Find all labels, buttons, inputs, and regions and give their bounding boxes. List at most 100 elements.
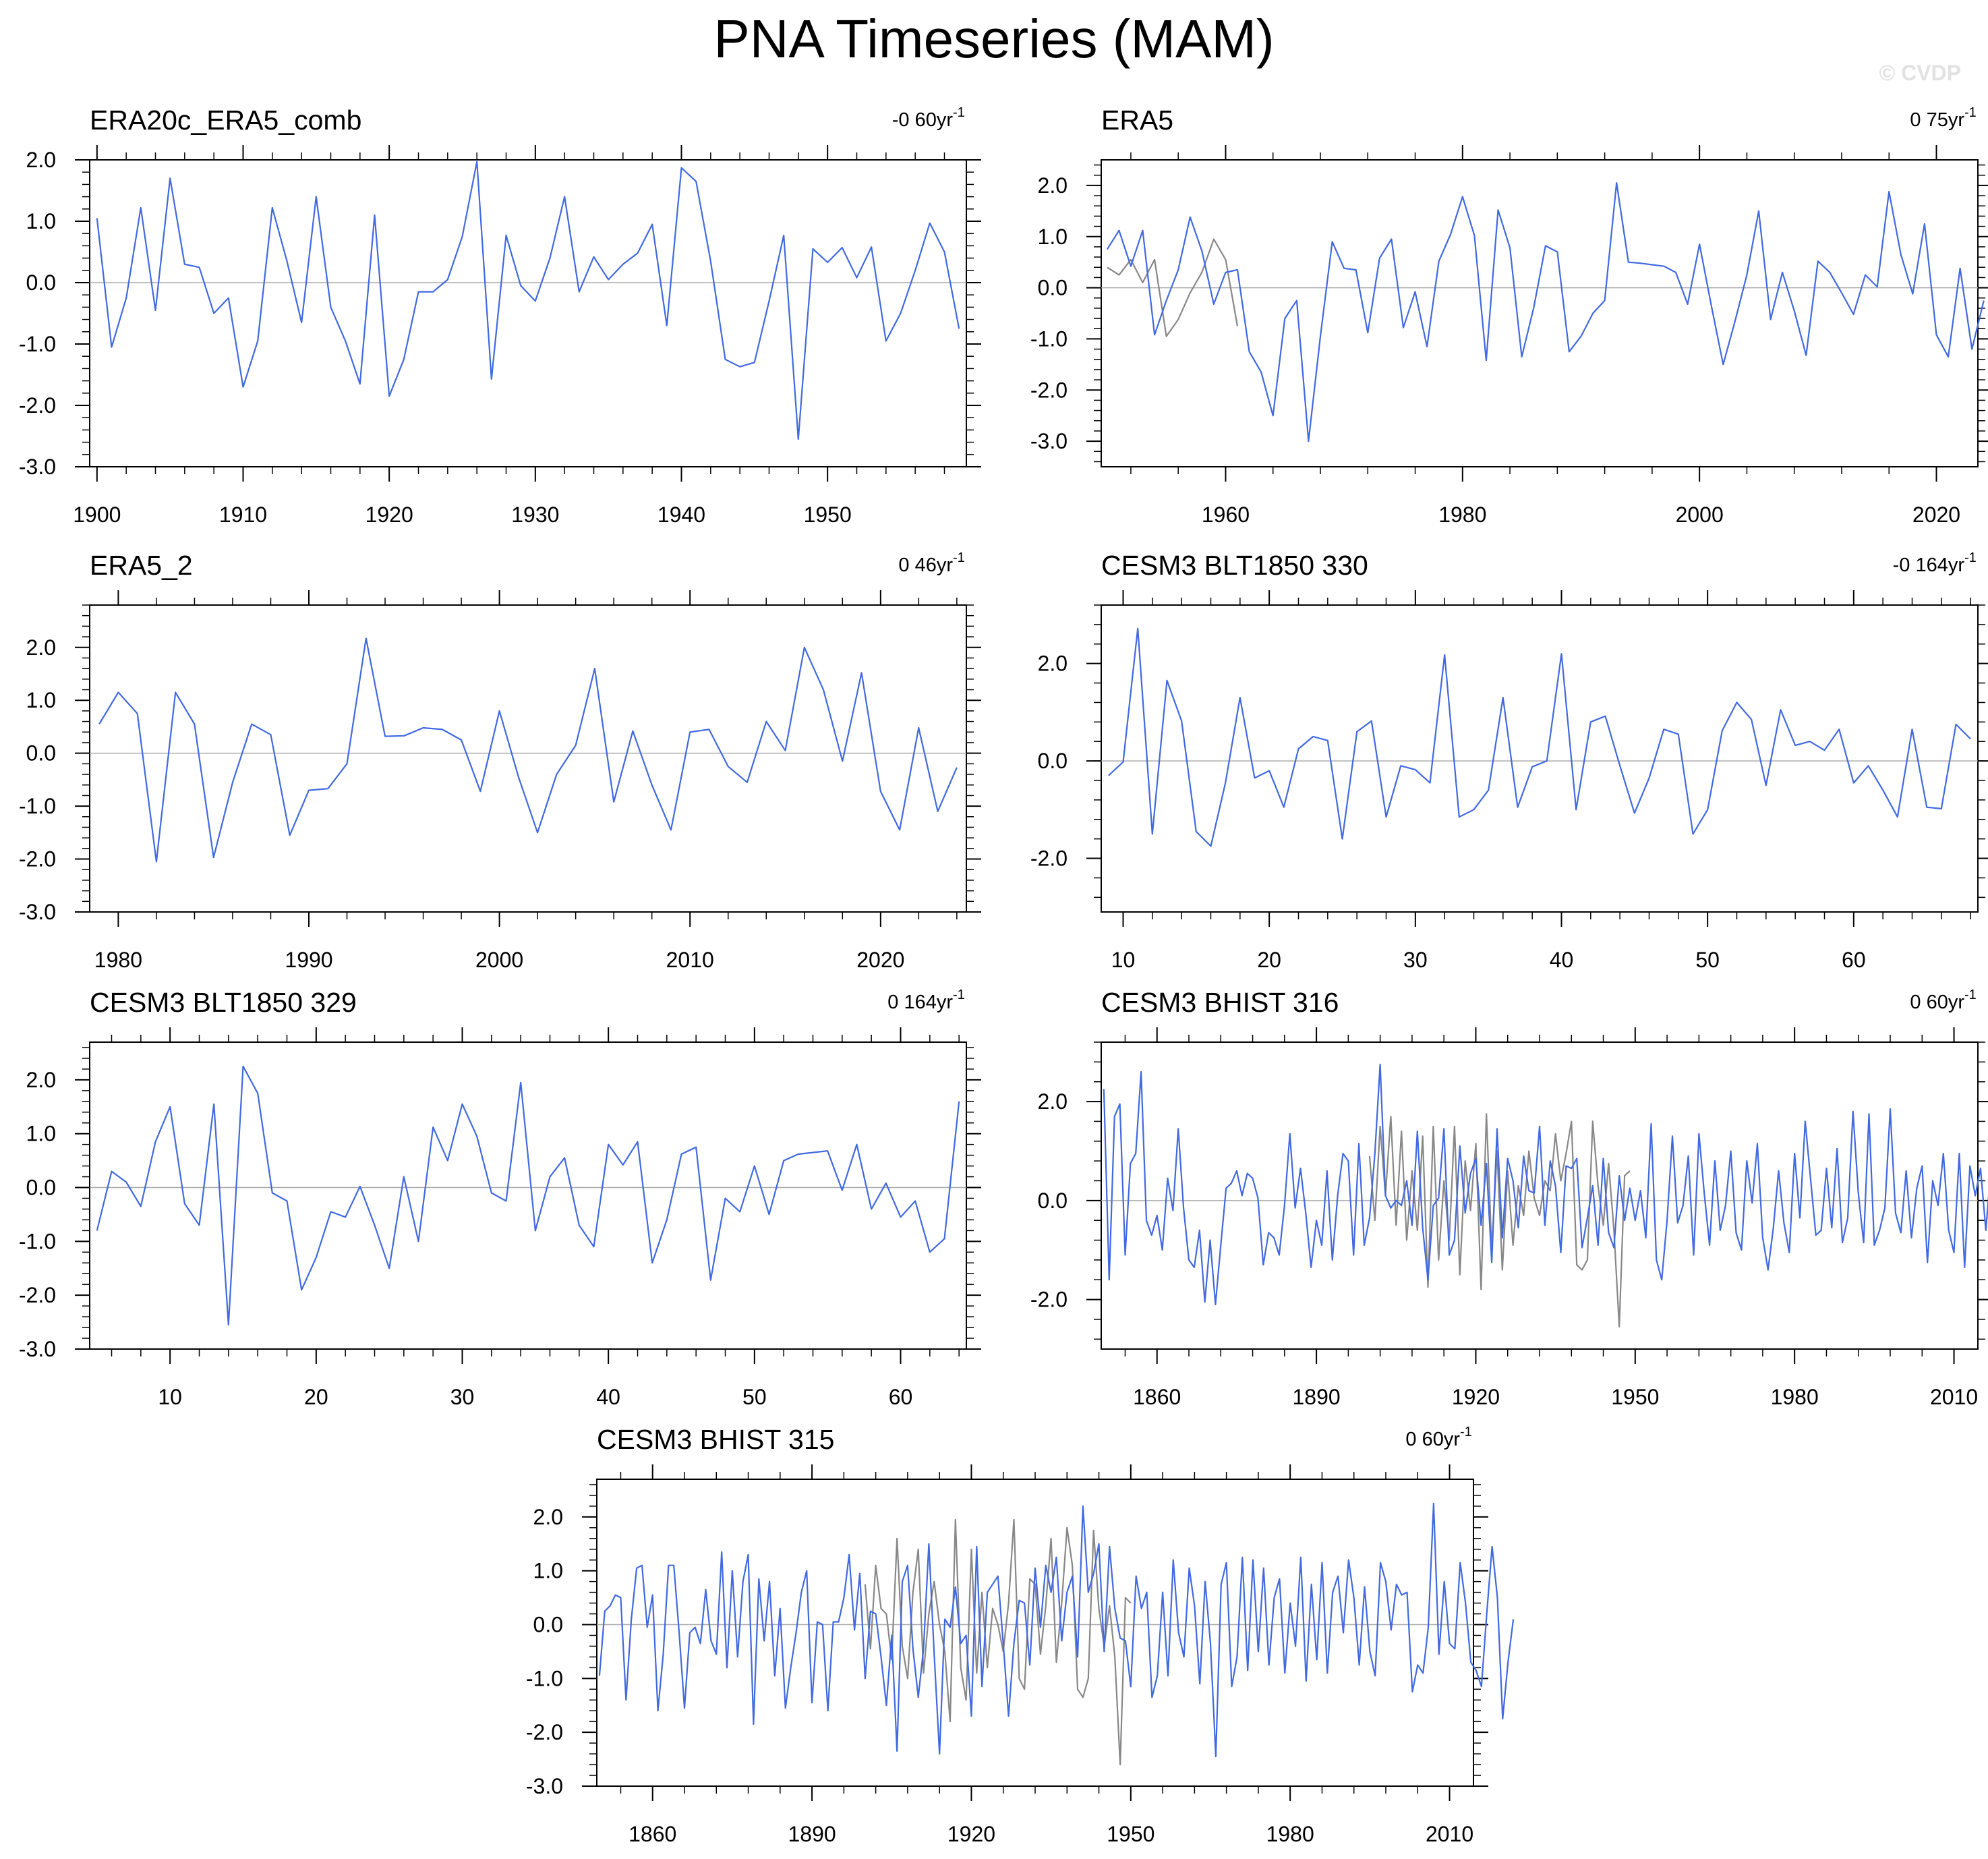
x-tick-label: 2000 <box>475 948 523 972</box>
series-line-pna <box>96 161 960 440</box>
panel-cesm3-bhist-316: CESM3 BHIST 316 0 60yr -1 2.0 0.0 -2.0 1860 189… <box>1030 987 1988 1409</box>
y-tick-label: -2.0 <box>19 393 56 418</box>
x-tick-label: 60 <box>889 1385 913 1409</box>
x-tick-label: 30 <box>1403 948 1428 972</box>
trend-exponent: -1 <box>1964 105 1977 120</box>
y-tick-label: -3.0 <box>19 900 56 924</box>
panel-cesm3-bhist-315: CESM3 BHIST 315 0 60yr -1 2.0 1.0 0.0 -1.0 -2.0… <box>526 1424 1515 1846</box>
panel-era20c-era5-comb: ERA20c_ERA5_comb -0 60yr -1 2.0 1.0 0.0 -1.0 -2… <box>19 105 981 527</box>
x-tick-label: 40 <box>596 1385 620 1409</box>
y-tick-label: -2.0 <box>19 1283 56 1307</box>
series-line-bhist-316 <box>1103 1063 1988 1306</box>
trend-label: -0 164yr <box>1893 554 1965 576</box>
x-tick-label: 1980 <box>1771 1385 1819 1409</box>
y-tick-label: 2.0 <box>1038 652 1068 676</box>
y-tick-label: 0.0 <box>1038 1189 1068 1213</box>
y-tick-label: -2.0 <box>526 1720 563 1744</box>
trend-exponent: -1 <box>1964 988 1977 1002</box>
x-tick-label: 2010 <box>666 948 714 972</box>
y-tick-label: 2.0 <box>533 1505 563 1529</box>
series-line-obs <box>864 1518 1132 1766</box>
series-line-pna <box>1108 627 1971 847</box>
x-tick-label: 2020 <box>1912 503 1960 527</box>
y-tick-label: -1.0 <box>19 332 56 356</box>
trend-label: 0 60yr <box>1405 1429 1460 1450</box>
y-tick-label: 1.0 <box>26 1122 56 1146</box>
plot-frame <box>89 1041 967 1350</box>
figure-title: PNA Timeseries (MAM) <box>713 9 1275 69</box>
y-tick-label: -1.0 <box>1030 326 1068 351</box>
x-tick-label: 2020 <box>856 948 904 972</box>
x-tick-label: 1960 <box>1202 503 1250 527</box>
y-tick-label: 1.0 <box>1038 225 1068 249</box>
y-tick-label: -1.0 <box>19 1229 56 1253</box>
trend-exponent: -1 <box>953 550 965 565</box>
y-tick-label: -2.0 <box>1030 378 1068 402</box>
trend-exponent: -1 <box>953 988 965 1002</box>
panel-era5-2: ERA5_2 0 46yr -1 2.0 1.0 0.0 -1.0 -2.0 -3.0 1980 1… <box>19 550 981 972</box>
x-tick-label: 10 <box>1111 948 1136 972</box>
y-tick-label: 0.0 <box>1038 749 1068 773</box>
x-tick-label: 1920 <box>947 1822 995 1846</box>
y-tick-label: 2.0 <box>1038 173 1068 198</box>
x-tick-label: 1950 <box>804 503 852 527</box>
y-tick-label: 0.0 <box>26 270 56 295</box>
x-tick-label: 40 <box>1550 948 1574 972</box>
y-tick-label: 2.0 <box>1038 1089 1068 1114</box>
series-line-era5 <box>1106 182 1985 442</box>
y-tick-label: -2.0 <box>1030 1288 1068 1312</box>
x-tick-label: 1910 <box>219 503 267 527</box>
y-tick-label: 0.0 <box>26 1176 56 1200</box>
y-tick-label: -3.0 <box>19 1337 56 1361</box>
y-tick-label: 0.0 <box>533 1613 563 1637</box>
series-line-pna <box>98 637 958 863</box>
x-tick-label: 1930 <box>511 503 559 527</box>
plot-frame <box>1101 159 1979 467</box>
series-line-pna <box>96 1065 960 1326</box>
y-tick-label: 1.0 <box>533 1559 563 1583</box>
series-line-obs <box>1368 1113 1631 1328</box>
plot-frame <box>89 604 967 913</box>
x-tick-label: 1940 <box>657 503 705 527</box>
x-tick-label: 30 <box>450 1385 475 1409</box>
trend-label: 0 46yr <box>898 554 953 576</box>
x-tick-label: 20 <box>304 1385 328 1409</box>
x-tick-label: 2010 <box>1426 1822 1473 1846</box>
x-tick-label: 1980 <box>1266 1822 1314 1846</box>
x-tick-label: 1920 <box>366 503 413 527</box>
panel-title: ERA5_2 <box>90 550 193 581</box>
y-tick-label: -2.0 <box>1030 847 1068 871</box>
cvdp-watermark: © CVDP <box>1879 61 1961 85</box>
trend-label: 0 164yr <box>887 992 953 1013</box>
trend-label: -0 60yr <box>892 109 954 131</box>
x-tick-label: 1860 <box>1133 1385 1181 1409</box>
x-tick-label: 10 <box>158 1385 182 1409</box>
y-tick-label: -1.0 <box>526 1666 563 1690</box>
y-tick-label: 1.0 <box>26 209 56 233</box>
x-tick-label: 50 <box>742 1385 767 1409</box>
y-tick-label: 0.0 <box>26 741 56 766</box>
panel-title: CESM3 BHIST 316 <box>1101 987 1339 1018</box>
y-tick-label: 1.0 <box>26 688 56 712</box>
y-tick-label: 2.0 <box>26 635 56 660</box>
y-tick-label: -3.0 <box>1030 429 1068 453</box>
y-tick-label: 2.0 <box>26 1068 56 1092</box>
panel-title: CESM3 BHIST 315 <box>597 1424 834 1455</box>
plot-frame <box>1101 604 1979 913</box>
panel-cesm3-blt1850-329: CESM3 BLT1850 329 0 164yr -1 2.0 1.0 0.0 -1.0 -… <box>19 987 981 1409</box>
panel-cesm3-blt1850-330: CESM3 BLT1850 330 -0 164yr -1 2.0 0.0 -2.0 10 2… <box>1030 550 1988 972</box>
y-tick-label: -3.0 <box>526 1774 563 1798</box>
x-tick-label: 60 <box>1842 948 1866 972</box>
series-line-bhist-315 <box>598 1502 1515 1758</box>
y-tick-label: 0.0 <box>1038 276 1068 300</box>
x-tick-label: 1950 <box>1107 1822 1154 1846</box>
plot-frame <box>1101 1041 1979 1350</box>
x-tick-label: 1920 <box>1452 1385 1500 1409</box>
x-tick-label: 1860 <box>628 1822 676 1846</box>
trend-exponent: -1 <box>953 105 965 120</box>
plot-frame <box>89 159 967 467</box>
x-tick-label: 1980 <box>1438 503 1486 527</box>
y-tick-label: 2.0 <box>26 148 56 172</box>
x-tick-label: 1980 <box>94 948 142 972</box>
panel-title: CESM3 BLT1850 329 <box>90 987 357 1018</box>
